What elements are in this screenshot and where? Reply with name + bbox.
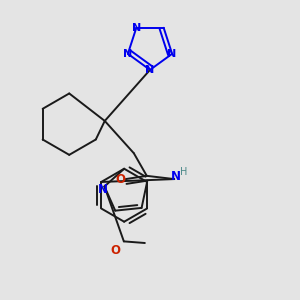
Text: O: O	[115, 172, 125, 186]
Text: N: N	[98, 183, 108, 196]
Text: N: N	[146, 65, 154, 75]
Text: N: N	[171, 170, 181, 183]
Text: N: N	[123, 49, 133, 59]
Text: N: N	[167, 49, 177, 59]
Text: H: H	[180, 167, 187, 177]
Text: O: O	[110, 244, 120, 257]
Text: N: N	[132, 23, 141, 33]
